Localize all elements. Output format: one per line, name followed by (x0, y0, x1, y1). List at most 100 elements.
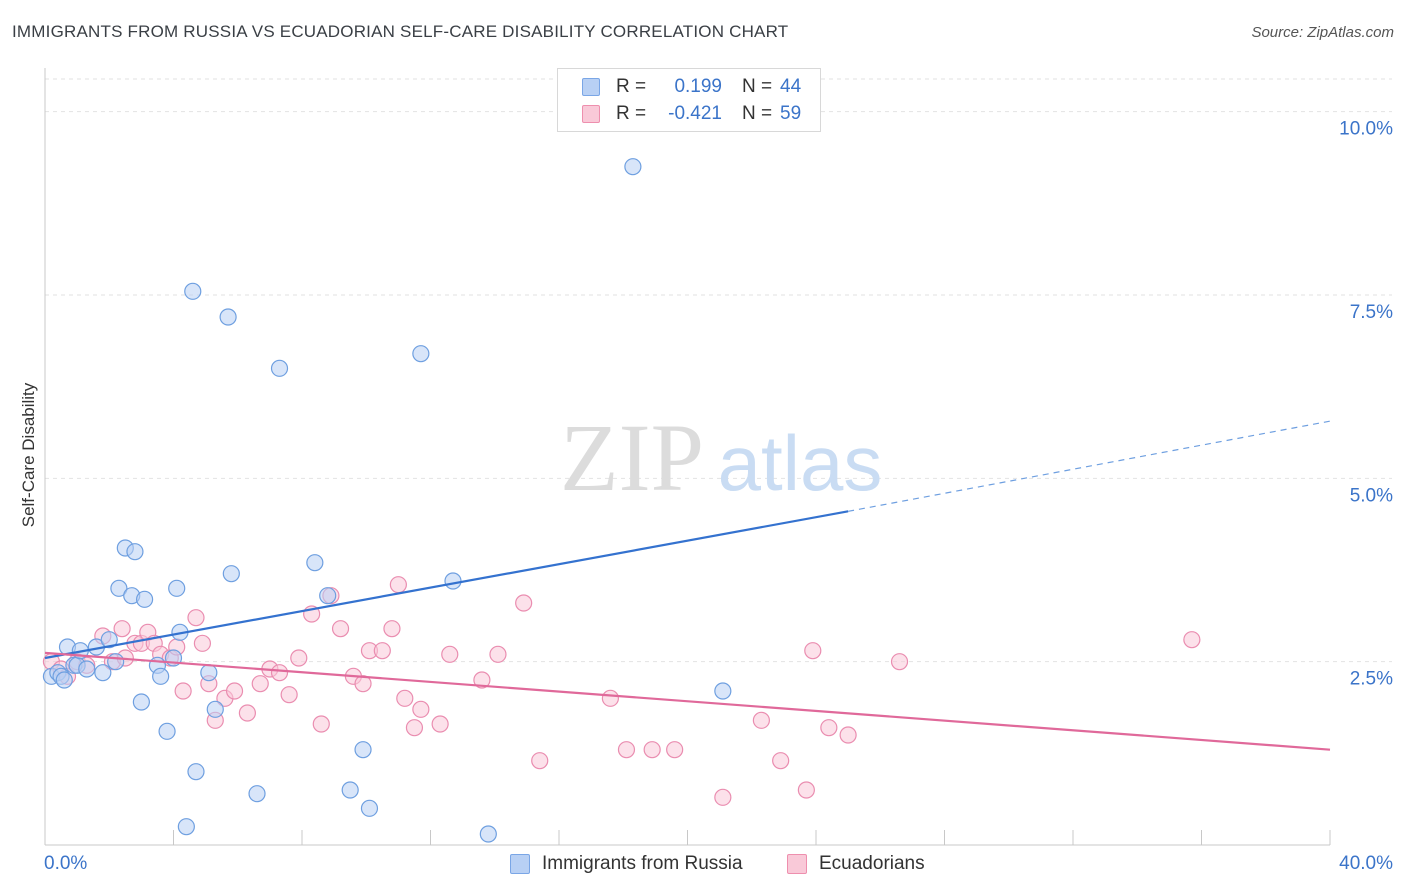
legend-swatch-pink (787, 854, 807, 874)
legend-n-value: 59 (780, 103, 802, 124)
legend-r-label: R = (616, 103, 647, 124)
russia-point (132, 693, 150, 711)
russia-point (107, 653, 125, 671)
ecuadorians-point (714, 788, 732, 806)
ecuadorians-point (797, 781, 815, 799)
russia-point (479, 825, 497, 843)
legend-series-name: Immigrants from Russia (542, 853, 743, 874)
ecuadorians-point (389, 576, 407, 594)
watermark: ZIP atlas (560, 404, 882, 511)
y-tick-label: 10.0% (1339, 119, 1393, 140)
russia-point (219, 308, 237, 326)
ecuadorians-point (531, 752, 549, 770)
ecuadorians-point (290, 649, 308, 667)
trend-lines (44, 420, 1331, 751)
legend-swatch-blue (510, 854, 530, 874)
ecuadorians-point (225, 682, 244, 700)
ecuadorians-point (187, 609, 205, 627)
ecuadorians-point (174, 682, 192, 700)
russia-point (135, 590, 154, 608)
watermark-atlas: atlas (718, 419, 883, 507)
tick-labels: 2.5% 5.0% 7.5% 10.0% 0.0% 40.0% (44, 119, 1393, 874)
russia-point (624, 158, 642, 176)
russia-point (206, 700, 224, 718)
ecuadorians-point (270, 664, 289, 682)
ecuadorians-point (617, 741, 636, 759)
grid-lines (45, 78, 1392, 663)
russia-trend-line (44, 510, 849, 660)
ecuadorians-point (643, 741, 661, 759)
russia-point (177, 818, 195, 836)
ecuadorians-point (489, 645, 507, 663)
ecuadorians-point (238, 704, 256, 722)
ecuadorians-point (251, 675, 269, 693)
russia-point (412, 345, 430, 363)
russia-point (187, 763, 205, 781)
russia-point (306, 554, 324, 572)
y-tick-label: 5.0% (1350, 485, 1393, 506)
legend-n-value: 44 (780, 76, 802, 97)
watermark-zip: ZIP (560, 404, 704, 511)
ecuadorians-point (772, 752, 790, 770)
russia-point (158, 722, 176, 740)
legend-n-label: N = (742, 76, 773, 97)
bottom-legend-russia[interactable]: Immigrants from Russia (510, 852, 743, 876)
source-label: Source: ZipAtlas.com (1251, 24, 1394, 41)
legend-r-value: 0.199 (674, 76, 722, 97)
russia-points (42, 158, 732, 843)
russia-point (444, 572, 462, 590)
axes (44, 68, 1331, 846)
ecuadorians-point (601, 689, 620, 707)
legend-swatch-pink (582, 105, 600, 123)
russia-point (110, 579, 128, 597)
ecuadorians-point (405, 719, 424, 737)
ecuadorians-point (331, 620, 350, 638)
x-tick-label: 40.0% (1339, 853, 1393, 874)
ecuadorians-point (396, 689, 414, 707)
ecuadorians-point (280, 686, 298, 704)
russia-point (94, 664, 112, 682)
russia-trend-extension (848, 420, 1331, 512)
bottom-legend-ecuadorians[interactable]: Ecuadorians (787, 852, 925, 876)
x-tick-label: 0.0% (44, 853, 87, 874)
russia-point (354, 741, 372, 759)
russia-point (222, 565, 240, 583)
ecuadorians-point (373, 642, 391, 660)
legend-row-ecuadorians: R = -0.421 N = 59 (558, 101, 801, 127)
ecuadorians-point (431, 715, 449, 733)
ecuadorians-point (820, 719, 838, 737)
russia-point (126, 543, 144, 561)
ecuadorians-point (383, 620, 401, 638)
ecuadorians-point (666, 741, 684, 759)
russia-point (319, 587, 337, 605)
chart-title: IMMIGRANTS FROM RUSSIA VS ECUADORIAN SEL… (12, 22, 789, 41)
ecuadorians-point (113, 620, 131, 638)
ecuadorians-point (354, 675, 372, 693)
ecuadorians-point (312, 715, 330, 733)
russia-point (200, 664, 218, 682)
y-tick-label: 2.5% (1350, 669, 1393, 690)
ecuadorians-point (515, 594, 533, 612)
russia-point (184, 282, 202, 300)
ecuadorians-point (890, 653, 909, 671)
russia-point (152, 667, 170, 685)
russia-point (100, 631, 118, 649)
legend-r-value: -0.421 (668, 103, 722, 124)
legend-row-russia: R = 0.199 N = 44 (558, 74, 801, 100)
ecuadorians-point (839, 726, 857, 744)
russia-point (78, 660, 96, 678)
ecuadorians-point (1183, 631, 1201, 649)
ecuadorians-point (193, 634, 212, 652)
ecuadorians-points (42, 576, 1201, 806)
ecuadorians-point (752, 711, 770, 729)
legend-n-label: N = (742, 103, 773, 124)
ecuadorians-trend-line (44, 651, 1331, 751)
ecuadorians-point (804, 642, 822, 660)
ecuadorians-point (412, 700, 430, 718)
russia-point (341, 781, 359, 799)
russia-point (270, 359, 289, 377)
russia-point (360, 799, 379, 817)
y-tick-label: 7.5% (1350, 302, 1393, 323)
russia-point (714, 682, 732, 700)
